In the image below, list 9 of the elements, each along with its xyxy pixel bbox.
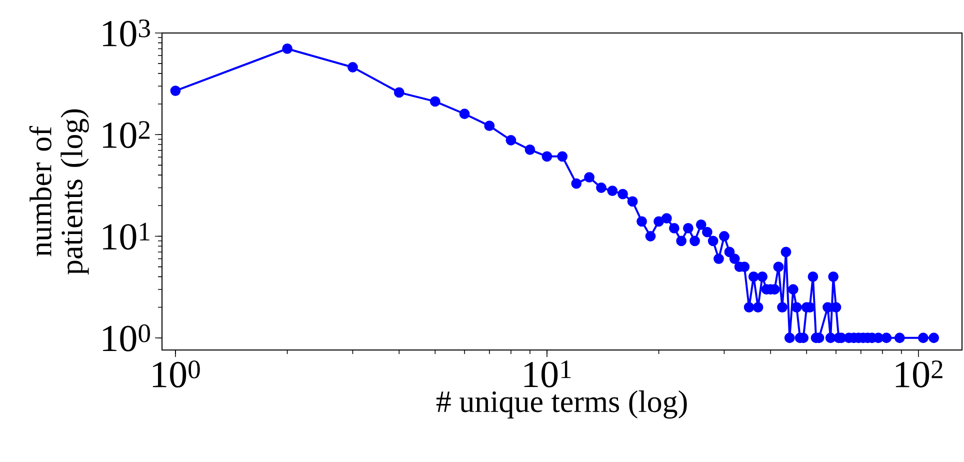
x-tick-label: 10$^{0}$ <box>152 360 200 388</box>
x-tick-label: 10$^{2}$ <box>896 360 942 388</box>
y-tick-label: 10$^{0}$ <box>103 324 150 352</box>
y-tick-label: 10$^{3}$ <box>103 20 150 46</box>
x-axis-title: # unique terms (log) <box>436 390 687 419</box>
x-tick-label: 10$^{1}$ <box>524 360 571 388</box>
y-tick-label: 10$^{1}$ <box>103 222 150 250</box>
y-tick-label: 10$^{2}$ <box>103 121 150 148</box>
y-axis-title: number of patients (log) <box>29 109 89 274</box>
